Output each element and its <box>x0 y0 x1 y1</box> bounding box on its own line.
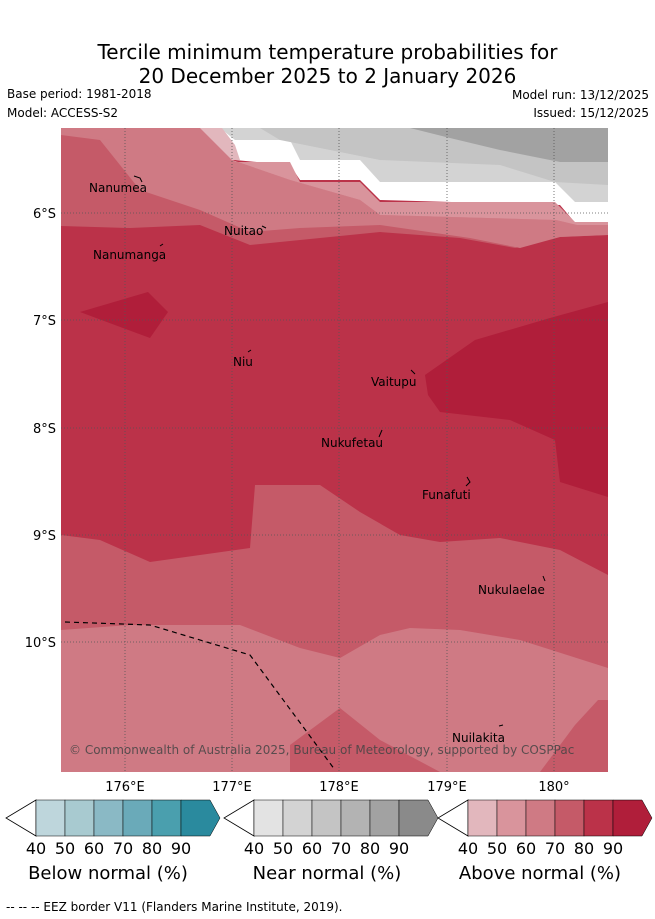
colorbar-tick-label: 70 <box>113 839 133 858</box>
contour-above-90-east <box>425 302 608 497</box>
lat-tick-label: 6°S <box>33 207 56 222</box>
issued-date: Issued: 15/12/2025 <box>533 106 649 120</box>
island-shapes <box>133 175 546 727</box>
lat-tick-label: 10°S <box>25 636 56 651</box>
contour-above-70-corner <box>540 700 608 772</box>
colorbar-tick-label: 90 <box>171 839 191 858</box>
lat-tick-label: 9°S <box>33 529 56 544</box>
colorbar-tick-label: 40 <box>244 839 264 858</box>
place-label: Nukufetau <box>321 436 383 450</box>
place-label: Nanumea <box>89 181 147 195</box>
place-label: Nuitao <box>224 224 263 238</box>
colorbar-tick-label: 70 <box>545 839 565 858</box>
contour-above-90-west <box>80 292 168 338</box>
colorbar-tick-label: 60 <box>302 839 322 858</box>
colorbar-tick-label: 60 <box>516 839 536 858</box>
colorbar-cell <box>93 799 124 837</box>
colorbar-tick-label: 80 <box>360 839 380 858</box>
colorbar-cell <box>525 799 556 837</box>
colorbar-tick-label: 50 <box>55 839 75 858</box>
place-label: Niu <box>233 355 253 369</box>
colorbar-label-near: Near normal (%) <box>252 863 402 884</box>
colorbar-cell <box>180 799 221 837</box>
colorbar-cell <box>151 799 182 837</box>
base-period: Base period: 1981-2018 <box>7 87 152 101</box>
colorbar-cell <box>554 799 585 837</box>
title-line-1: Tercile minimum temperature probabilitie… <box>97 40 558 64</box>
place-label: Funafuti <box>422 488 471 502</box>
place-label: Nuilakita <box>452 731 505 745</box>
colorbar-tick-label: 60 <box>84 839 104 858</box>
contour-above-50 <box>200 128 608 225</box>
colorbar-cell <box>398 799 439 837</box>
lat-tick-label: 7°S <box>33 314 56 329</box>
colorbar-cell <box>122 799 153 837</box>
contour-above-40 <box>200 128 240 160</box>
colorbar-cell <box>467 799 498 837</box>
colorbar-cell <box>282 799 313 837</box>
title-line-2: 20 December 2025 to 2 January 2026 <box>138 64 517 88</box>
gridlines <box>61 128 608 772</box>
lon-tick-label: 177°E <box>212 780 252 795</box>
lon-tick-label: 178°E <box>319 780 359 795</box>
place-label: Vaitupu <box>371 375 417 389</box>
eez-border <box>64 621 336 771</box>
lon-tick-label: 176°E <box>105 780 145 795</box>
model-run: Model run: 13/12/2025 <box>511 88 649 102</box>
lon-tick-label: 180° <box>538 780 569 795</box>
colorbar-arrow-low <box>437 799 469 837</box>
colorbar-above-normal: 40 50 60 70 80 90 <box>437 799 653 858</box>
contour-above-60-band <box>61 128 608 236</box>
colorbar-arrow-low <box>5 799 37 837</box>
colorbar-tick-label: 40 <box>26 839 46 858</box>
colorbar-cell <box>612 799 653 837</box>
map-contours <box>61 128 608 772</box>
colorbar-cell <box>311 799 342 837</box>
colorbar-tick-label: 90 <box>389 839 409 858</box>
copyright-note: © Commonwealth of Australia 2025, Bureau… <box>69 743 574 757</box>
colorbar-label-below: Below normal (%) <box>28 863 188 884</box>
colorbar-tick-label: 50 <box>487 839 507 858</box>
eez-legend: -- -- -- EEZ border V11 (Flanders Marine… <box>6 900 343 914</box>
model-name: Model: ACCESS-S2 <box>7 106 119 120</box>
colorbar-label-above: Above normal (%) <box>458 863 622 884</box>
lon-tick-label: 179°E <box>427 780 467 795</box>
contour-above-60-south <box>61 625 608 772</box>
map-title: Tercile minimum temperature probabilitie… <box>0 40 655 88</box>
colorbar-tick-label: 90 <box>603 839 623 858</box>
colorbar-below-normal: 40 50 60 70 80 90 <box>5 799 221 858</box>
colorbar-cell <box>583 799 614 837</box>
colorbar-tick-label: 80 <box>142 839 162 858</box>
colorbar-tick-label: 50 <box>273 839 293 858</box>
place-label: Nanumanga <box>93 248 166 262</box>
lat-tick-label: 8°S <box>33 422 56 437</box>
colorbar-tick-label: 40 <box>458 839 478 858</box>
contour-near-80 <box>410 128 608 162</box>
colorbar-cell <box>369 799 400 837</box>
colorbar-near-normal: 40 50 60 70 80 90 <box>223 799 439 858</box>
colorbar-cell <box>35 799 66 837</box>
colorbar-cell <box>253 799 284 837</box>
colorbar-cell <box>340 799 371 837</box>
colorbar-cell <box>496 799 527 837</box>
colorbar-cell <box>64 799 95 837</box>
colorbar-tick-label: 80 <box>574 839 594 858</box>
place-label: Nukulaelae <box>478 583 545 597</box>
contour-above-70-bottom <box>290 708 440 772</box>
colorbar-arrow-low <box>223 799 255 837</box>
colorbar-tick-label: 70 <box>331 839 351 858</box>
